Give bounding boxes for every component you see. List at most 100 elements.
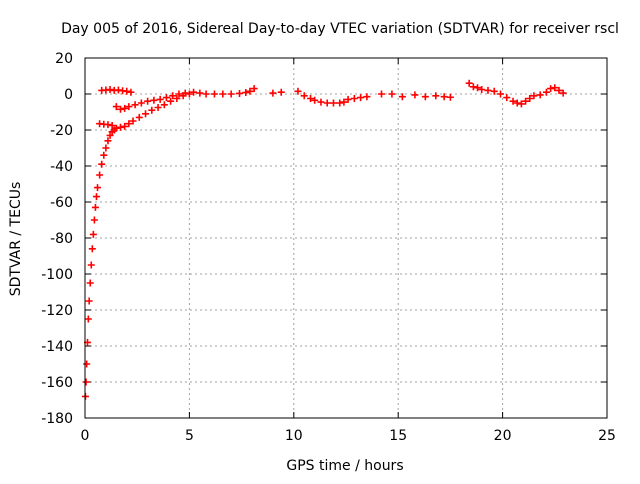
data-points-layer [81,79,567,400]
data-point [210,90,218,98]
data-point [190,88,198,96]
y-tick-label: -180 [41,411,73,427]
data-point [440,93,448,101]
data-point [317,98,325,106]
data-point [536,91,544,99]
data-point [125,103,133,111]
y-tick-label: 20 [55,51,73,67]
x-tick-label: 15 [389,428,407,444]
y-tick-label: 0 [64,87,73,103]
data-point [497,90,505,98]
data-point [377,90,385,98]
data-point [236,89,244,97]
data-point [104,121,112,129]
chart-title: Day 005 of 2016, Sidereal Day-to-day VTE… [61,21,619,37]
x-tick-label: 20 [494,428,512,444]
data-point [94,184,102,192]
data-point [227,90,235,98]
data-point [542,88,550,96]
y-axis-label: SDTVAR / TECUs [8,182,24,297]
data-point [82,378,90,386]
data-point [108,122,116,129]
data-point [294,87,302,95]
data-point [100,151,108,159]
data-point [469,83,477,91]
data-point [167,97,175,105]
data-point [160,101,168,109]
data-point [123,87,131,95]
data-point [173,95,181,102]
grid-layer [85,58,607,418]
data-point [125,120,133,128]
data-point [112,124,120,132]
data-point [91,203,99,211]
data-point [344,95,352,103]
data-point [277,88,285,96]
data-point [90,216,98,224]
data-point [181,89,189,97]
data-point [411,91,419,99]
plot-frame [84,57,608,419]
data-point [106,131,114,139]
data-point [269,89,277,97]
data-point [522,97,530,105]
y-tick-label: -40 [50,159,73,175]
data-point [242,89,250,97]
data-point [131,101,139,109]
data-point [300,92,308,100]
data-point [478,86,486,93]
data-point [530,92,538,100]
data-point [526,95,534,102]
data-point [196,89,204,97]
y-tick-label: -60 [50,195,73,211]
x-tick-label: 25 [598,428,616,444]
y-tick-label: -160 [41,375,73,391]
data-point [86,279,94,287]
data-point [336,99,344,107]
data-point [509,97,517,105]
data-point [357,94,365,102]
data-point [503,94,511,102]
data-point [484,86,492,94]
data-point [127,88,135,96]
series-main-track [190,79,567,108]
data-point [84,315,92,323]
data-point [104,137,112,145]
data-point [250,85,258,93]
data-point [185,90,193,98]
data-point [219,90,227,98]
data-point [340,98,348,106]
data-point [307,95,315,102]
series-initial-descent [81,90,193,400]
x-tick-label: 5 [185,428,194,444]
x-axis-label: GPS time / hours [286,458,403,474]
data-point [142,110,150,118]
data-point [323,99,331,107]
data-point [398,93,406,101]
data-point [106,86,114,93]
y-tick-label: -100 [41,267,73,283]
data-point [329,99,337,107]
data-point [490,87,498,95]
data-point [148,106,156,114]
data-point [388,90,396,98]
data-point [121,122,129,130]
x-tick-label: 10 [285,428,303,444]
data-point [88,245,96,253]
data-point [465,79,473,87]
data-point [246,87,254,95]
data-point [85,297,93,305]
data-point [96,171,104,179]
data-point [154,104,162,111]
y-tick-label: -80 [50,231,73,247]
data-point [547,85,555,93]
data-point [446,93,454,101]
tick-layer: 0 5 10 15 20 25 20 0 -20 -40 -60 -80 -100 -120 -140 -16… [41,51,616,444]
data-point [432,92,440,100]
data-point [92,193,100,201]
data-point [112,103,120,111]
data-point [363,93,371,101]
data-point [202,90,210,98]
